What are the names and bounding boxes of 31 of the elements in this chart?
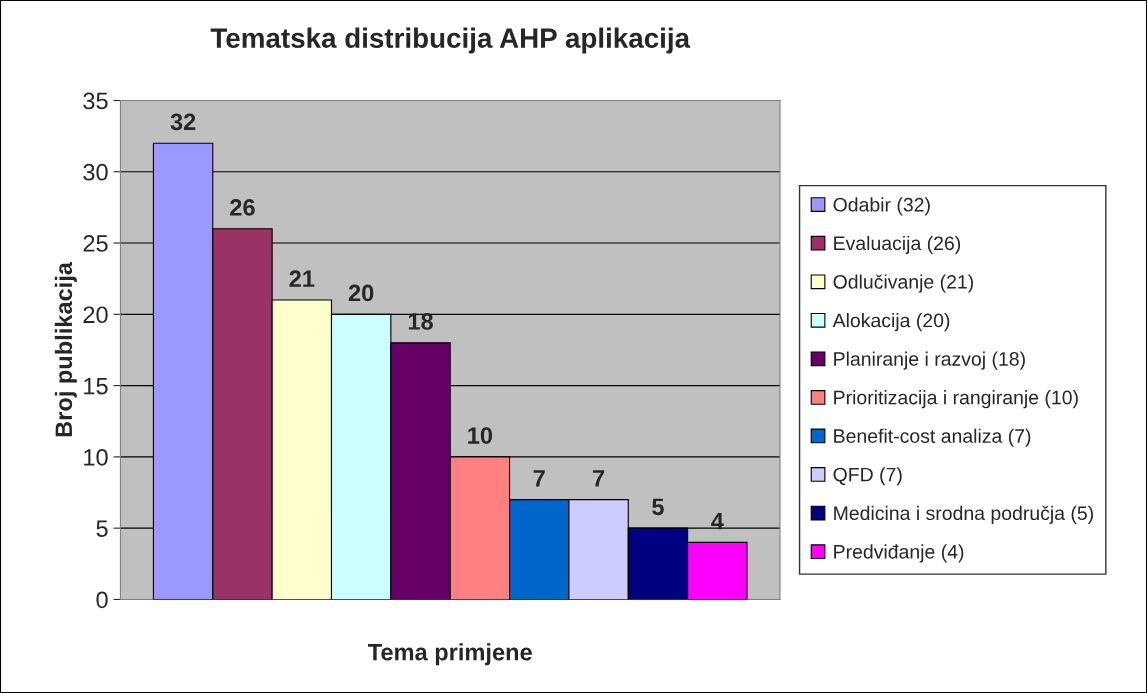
y-tick-label: 10	[84, 448, 108, 466]
legend-label: QFD (7)	[833, 467, 902, 486]
legend-label: Predviđanje (4)	[834, 544, 964, 563]
data-label: 18	[408, 313, 433, 330]
data-label: 21	[289, 270, 315, 287]
y-tick-label: 35	[83, 92, 108, 110]
legend-label: Evaluacija (26)	[834, 235, 961, 254]
y-tick-label: 20	[83, 306, 108, 324]
y-tick-label: 0	[96, 591, 108, 609]
legend-label: Planiranje i razvoj (18)	[834, 351, 1025, 370]
y-tick-label: 15	[84, 377, 108, 395]
y-axis-title: Broj publikacija	[54, 261, 77, 437]
legend-label: Alokacija (20)	[832, 313, 950, 332]
data-label: 26	[230, 199, 255, 216]
legend-label: Benefit-cost analiza (7)	[834, 428, 1031, 447]
legend-label: Medicina i srodna područja (5)	[834, 505, 1093, 524]
x-axis-title: Tema primjene	[368, 643, 532, 666]
y-tick-label: 30	[83, 163, 108, 181]
data-label: 10	[468, 427, 493, 444]
y-tick-label: 25	[83, 235, 108, 252]
data-label: 7	[593, 470, 605, 487]
y-tick-label: 5	[96, 520, 108, 537]
legend-label: Odabir (32)	[833, 197, 930, 216]
legend-label: Odlučivanje (21)	[833, 274, 973, 293]
legend-label: Prioritizacija i rangiranje (10)	[834, 390, 1078, 409]
data-label: 5	[652, 498, 664, 516]
chart-title: Tematska distribucija AHP aplikacija	[210, 27, 691, 54]
data-label: 7	[533, 470, 545, 487]
data-label: 32	[170, 113, 196, 131]
data-label: 20	[348, 284, 374, 302]
data-label: 4	[711, 512, 724, 530]
